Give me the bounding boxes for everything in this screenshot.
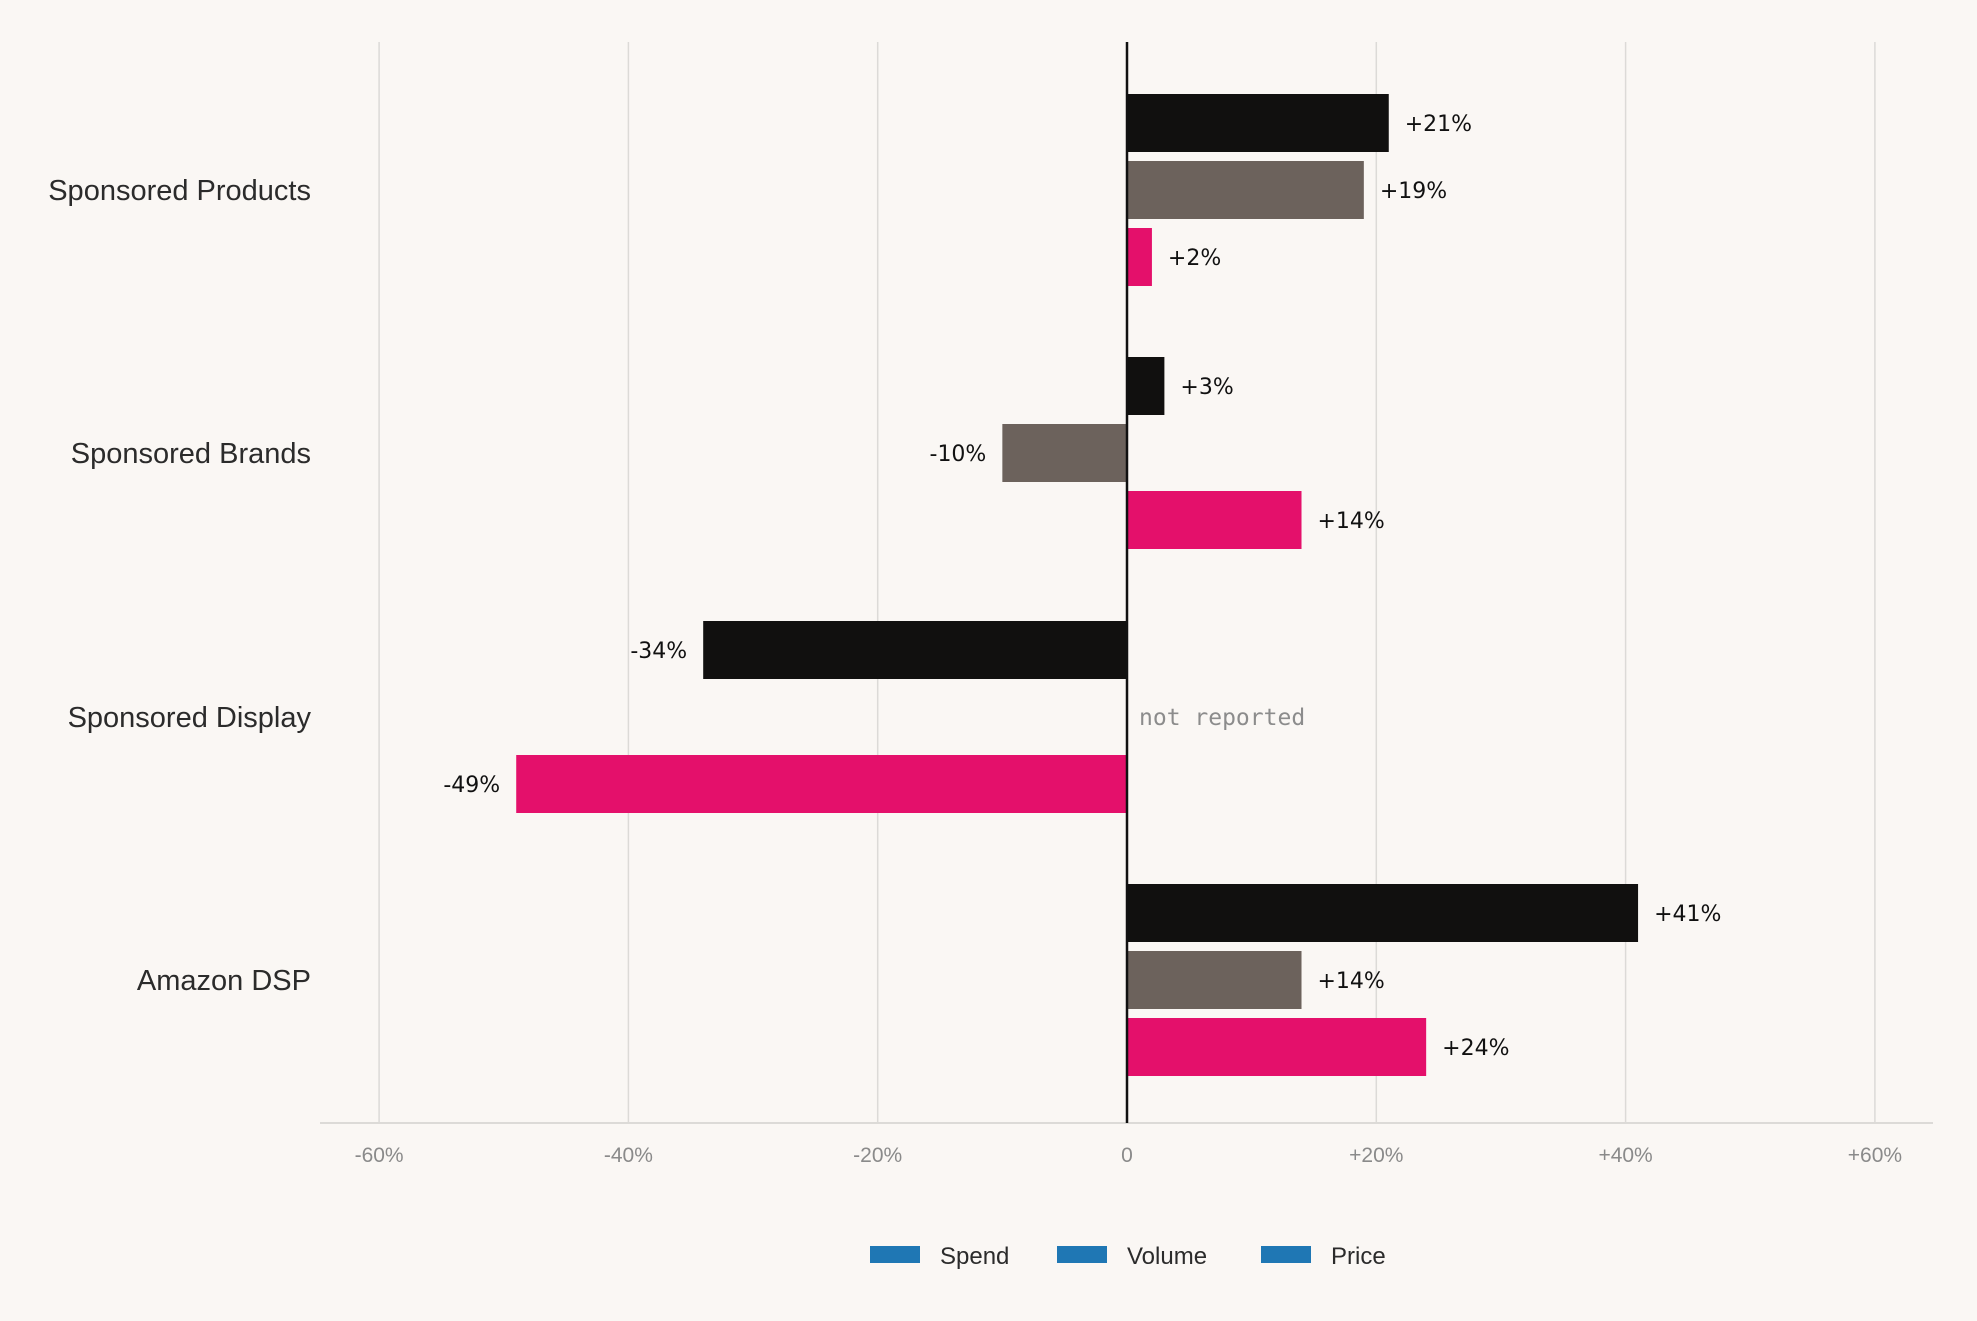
category-label: Sponsored Products <box>48 175 311 207</box>
bar-volume <box>1127 161 1364 219</box>
x-tick-label: -60% <box>355 1144 404 1167</box>
bar-volume <box>1127 951 1302 1009</box>
value-label: -34% <box>630 639 687 664</box>
legend-swatch <box>1057 1246 1107 1263</box>
x-tick-label: -40% <box>604 1144 653 1167</box>
legend-swatch <box>1261 1246 1311 1263</box>
legend-label: Spend <box>940 1243 1009 1270</box>
value-label: +21% <box>1405 112 1472 137</box>
x-tick-label: +60% <box>1848 1144 1902 1167</box>
bar-price <box>1127 1018 1427 1076</box>
category-label: Amazon DSP <box>137 965 311 997</box>
bar-price <box>516 755 1127 813</box>
bar-price <box>1127 491 1302 549</box>
value-label: +14% <box>1318 969 1385 994</box>
bar-volume <box>1002 424 1127 482</box>
bar-spend <box>1127 357 1165 415</box>
x-tick-label: +40% <box>1598 1144 1652 1167</box>
bar-spend <box>1127 94 1389 152</box>
value-label: +19% <box>1380 179 1447 204</box>
data-labels: +21% +3% -34% +41% +19% -10% not reported +14% +… <box>443 112 1721 1061</box>
value-label: +2% <box>1168 246 1221 271</box>
gridlines <box>378 42 1876 1123</box>
x-tick-label: 0 <box>1121 1144 1133 1167</box>
x-tick-label: +20% <box>1349 1144 1403 1167</box>
legend-label: Volume <box>1127 1243 1207 1270</box>
legend-label: Price <box>1331 1243 1386 1270</box>
value-label: +24% <box>1442 1036 1509 1061</box>
legend: Spend Volume Price <box>870 1243 1386 1270</box>
bar-spend <box>703 621 1127 679</box>
x-tick-label: -20% <box>853 1144 902 1167</box>
category-label: Sponsored Brands <box>71 438 311 470</box>
category-label: Sponsored Display <box>68 702 312 734</box>
legend-swatch <box>870 1246 920 1263</box>
not-reported-label: not reported <box>1139 705 1305 731</box>
value-label: -49% <box>443 773 500 798</box>
value-label: -10% <box>930 442 987 467</box>
bar-price <box>1127 228 1152 286</box>
value-label: +3% <box>1180 375 1233 400</box>
axes: -60% -40% -20% 0 +20% +40% +60% Sponsored Produ… <box>48 42 1933 1167</box>
bars <box>516 94 1639 1076</box>
value-label: +41% <box>1654 902 1721 927</box>
value-label: +14% <box>1318 509 1385 534</box>
bar-spend <box>1127 884 1639 942</box>
